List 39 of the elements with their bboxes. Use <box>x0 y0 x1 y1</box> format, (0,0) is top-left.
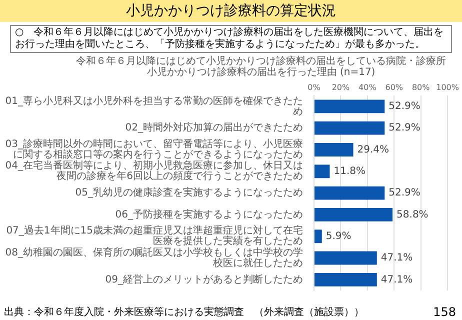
chart-title: 小児かかりつけ診療料の算定状況 <box>0 0 462 22</box>
y-tick-label: 01_専ら小児科又は小児外科を担当する常勤の医師を確保できたため <box>5 94 303 118</box>
x-tick-label: 40% <box>358 82 377 92</box>
y-tick-label: 02_時間外対応加算の届出ができたため <box>125 122 303 134</box>
text: 158 <box>433 305 456 319</box>
bar <box>314 100 385 114</box>
x-tick-label: 20% <box>332 82 350 92</box>
bar <box>314 230 322 244</box>
y-tick-label: 06_予防接種を実施するようになったため <box>115 208 303 220</box>
data-label: 29.4% <box>357 144 390 156</box>
data-label: 52.9% <box>388 122 420 134</box>
bar <box>314 208 393 222</box>
y-tick-label: 04_在宅当番医制等により、初期小児救急医療に参加し、休日又は夜間の診療を年6回以上の頻度で行うことができたため <box>5 160 303 182</box>
data-label: 52.9% <box>388 101 420 112</box>
data-label: 47.1% <box>380 274 413 286</box>
y-tick-label: 08_幼稚園の園医、保育所の嘱託医又は小学校もしくは中学校の学校医に就任したため <box>5 246 303 269</box>
x-tick-label: 100% <box>436 82 460 92</box>
data-label: 5.9% <box>326 230 352 242</box>
bar <box>314 186 385 200</box>
y-tick-label: 07_過去1年間に15歳未満の超重症児又は準超重症児に対して在宅医療を提供した実績を有したため <box>6 224 303 248</box>
bar <box>314 121 385 135</box>
data-label: 47.1% <box>380 252 413 264</box>
y-tick-label: 05_乳幼児の健康診査を実施するようになったため <box>75 186 303 199</box>
text: 小児かかりつけ診療料の届出を行った理由 (n=17) <box>146 67 376 78</box>
bar <box>314 251 377 265</box>
source-note: 出典：令和６年度入院・外来医療等における実態調査 （外来調査（施設票）） <box>4 307 364 319</box>
bar <box>314 143 354 156</box>
data-label: 11.8% <box>334 166 366 177</box>
text: 令和６年６月以降にはじめて小児かかりつけ診療料の届出をしている病院・診療所 <box>75 56 447 67</box>
bar <box>314 164 330 178</box>
text: ○ 令和６年６月以降にはじめて小児かかりつけ診療料の届出をした医療機関について、届出をお行った理由を聞いたところ、「予防接種を実施するようになったため」が最も多かった。 <box>10 25 452 53</box>
x-tick-label: 80% <box>412 82 430 92</box>
x-tick-label: 60% <box>385 82 404 92</box>
y-tick-label: 09_経営上のメリットがあると判断したため <box>105 273 303 286</box>
data-label: 52.9% <box>388 188 420 199</box>
bar <box>314 272 377 286</box>
data-label: 58.8% <box>396 209 428 220</box>
x-tick-label: 0% <box>308 82 321 92</box>
y-tick-label: 03_診療時間以外の時間において、留守番電話等により、小児医療に関する相談窓口等の案内を行うことができるようになったため <box>5 138 303 161</box>
